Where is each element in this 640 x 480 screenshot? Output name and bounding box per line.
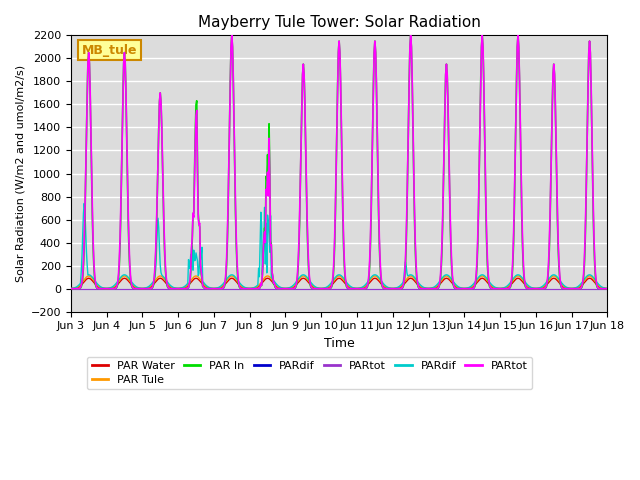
Y-axis label: Solar Radiation (W/m2 and umol/m2/s): Solar Radiation (W/m2 and umol/m2/s)	[15, 65, 25, 282]
Legend: PAR Water, PAR Tule, PAR In, PARdif, PARtot, PARdif, PARtot: PAR Water, PAR Tule, PAR In, PARdif, PAR…	[87, 357, 532, 389]
X-axis label: Time: Time	[324, 337, 355, 350]
Title: Mayberry Tule Tower: Solar Radiation: Mayberry Tule Tower: Solar Radiation	[198, 15, 481, 30]
Text: MB_tule: MB_tule	[81, 44, 137, 57]
